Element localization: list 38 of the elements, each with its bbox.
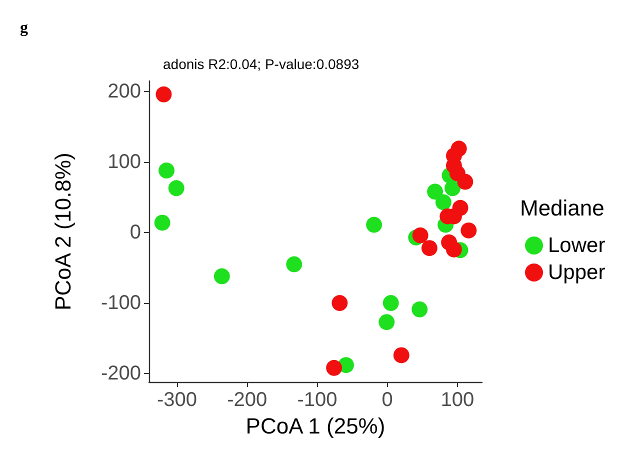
point [214,268,230,284]
chart-title: adonis R2:0.04; P-value:0.0893 [163,56,360,72]
point [427,184,444,200]
point [446,241,462,258]
y-tick-label: -200 [100,362,141,385]
legend-label: Lower [548,234,606,257]
point [366,216,382,233]
point [156,86,172,102]
point [154,214,170,231]
point [412,301,428,318]
point [457,174,474,190]
point [421,240,438,256]
point [332,295,348,312]
point [378,314,395,330]
point [326,360,342,376]
point [460,222,477,238]
point [286,256,302,272]
y-tick-label: 100 [108,151,141,174]
point [412,227,428,244]
x-tick-label: -300 [157,389,198,411]
point [435,194,452,210]
x-tick-label: -100 [297,389,338,411]
y-axis-title: PCoA 2 (10.8%) [50,152,76,310]
legend-title: Mediane [520,196,604,220]
text: g [20,20,28,36]
x-axis-title: PCoA 1 (25%) [246,413,386,438]
point [158,162,175,179]
y-tick-label: -100 [100,292,141,314]
point [393,347,410,364]
x-tick-label: -200 [227,389,268,411]
y-tick-label: 200 [108,80,141,103]
x-tick-label: 100 [440,389,474,411]
point [444,180,461,196]
legend-label: Upper [548,261,606,284]
point [382,295,399,312]
x-tick-label: 0 [382,389,393,411]
y-tick-label: 0 [130,222,141,244]
point [168,180,184,196]
